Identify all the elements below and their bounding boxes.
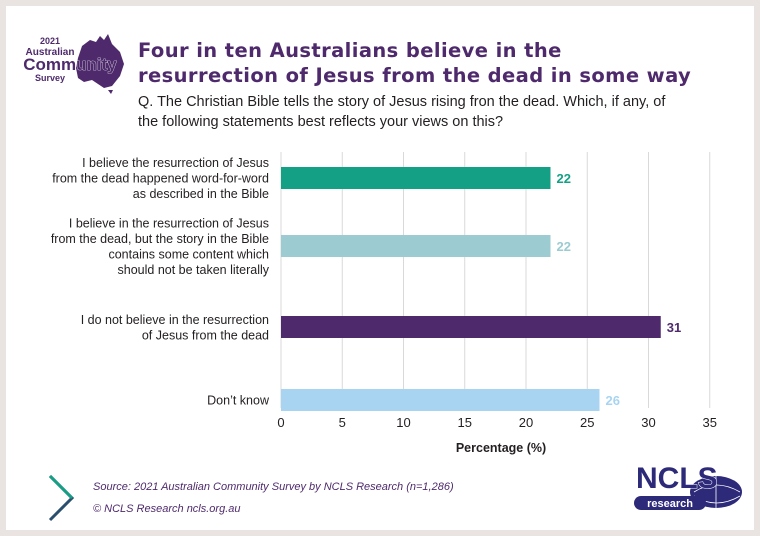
category-label: I believe the resurrection of Jesus: [82, 156, 269, 170]
data-label: 22: [557, 171, 571, 186]
logo-line-australian: Australian: [26, 47, 75, 58]
x-tick-label: 10: [396, 415, 410, 430]
bar: [281, 167, 551, 189]
category-label: of Jesus from the dead: [142, 328, 269, 342]
title-line-1: Four in ten Australians believe in the: [138, 39, 562, 62]
x-tick-label: 35: [703, 415, 717, 430]
bar-chart: 0 5 10 15 20 25 30 35 22 I believe the resurrecti…: [51, 152, 717, 455]
category-label: I believe in the resurrection of Jesus: [69, 216, 269, 230]
infographic-card: 2021 Australian Community Survey Four in…: [6, 6, 754, 530]
x-tick-label: 20: [519, 415, 533, 430]
category-label: from the dead, but the story in the Bibl…: [51, 232, 269, 246]
category-label: Don’t know: [207, 394, 270, 408]
chevron-right-icon: [48, 474, 75, 522]
data-label: 31: [667, 320, 681, 335]
australia-map-shape: [76, 34, 124, 88]
tasmania-shape: [108, 90, 113, 94]
x-tick-label: 30: [641, 415, 655, 430]
data-label: 26: [606, 393, 620, 408]
question-line-2: the following statements best reflects y…: [138, 114, 504, 130]
x-tick-label: 5: [339, 415, 346, 430]
category-label: I do not believe in the resurrection: [81, 313, 269, 327]
x-tick-label: 25: [580, 415, 594, 430]
category-label: from the dead happened word-for-word: [52, 172, 269, 186]
ncls-research-logo: NCLS research: [634, 462, 742, 510]
question-line-1: Q. The Christian Bible tells the story o…: [138, 94, 666, 110]
x-tick-label: 15: [458, 415, 472, 430]
survey-question: Q. The Christian Bible tells the story o…: [138, 92, 748, 132]
source-note: Source: 2021 Australian Community Survey…: [93, 481, 454, 493]
logo-year: 2021: [40, 36, 60, 46]
logo-line-survey: Survey: [35, 73, 65, 83]
data-label: 22: [557, 239, 571, 254]
bar: [281, 235, 551, 257]
page-title: Four in ten Australians believe in the r…: [138, 38, 748, 88]
bar: [281, 389, 600, 411]
category-label: as described in the Bible: [133, 187, 269, 201]
ncls-logo-name: NCLS: [636, 462, 718, 495]
x-axis-title: Percentage (%): [456, 441, 546, 455]
copyright-note: © NCLS Research ncls.org.au: [93, 503, 241, 515]
community-survey-logo: 2021 Australian Community Survey: [23, 34, 124, 94]
category-label: should not be taken literally: [118, 263, 270, 277]
x-tick-label: 0: [277, 415, 284, 430]
bar: [281, 316, 661, 338]
category-label: contains some content which: [108, 247, 269, 261]
title-line-2: resurrection of Jesus from the dead in s…: [138, 64, 692, 87]
ncls-logo-sub: research: [647, 498, 693, 510]
logo-line-community: Community: [23, 55, 117, 74]
